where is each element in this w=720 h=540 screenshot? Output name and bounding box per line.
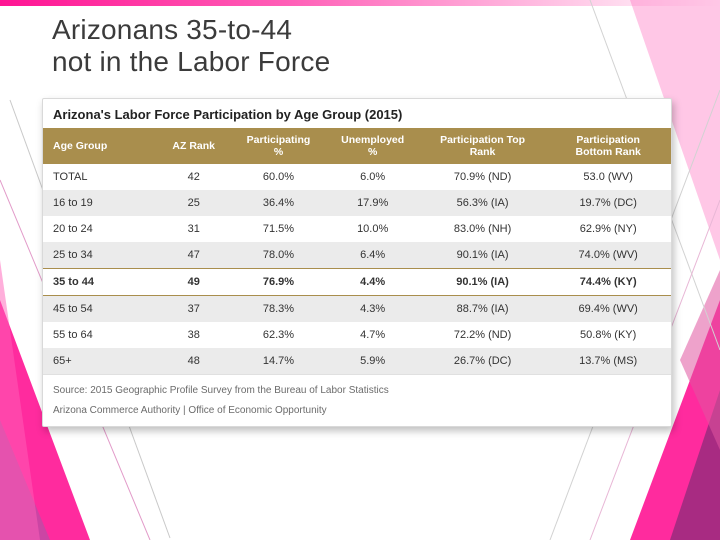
- table-cell: 4.4%: [326, 269, 420, 296]
- table-cell: 25: [156, 190, 231, 216]
- slide: Arizonans 35-to-44 not in the Labor Forc…: [0, 0, 720, 540]
- table-cell: 71.5%: [231, 216, 325, 242]
- table-cell: 6.4%: [326, 242, 420, 269]
- table-cell: 26.7% (DC): [420, 348, 546, 374]
- table-row: TOTAL4260.0%6.0%70.9% (ND)53.0 (WV): [43, 164, 671, 190]
- table-cell: 47: [156, 242, 231, 269]
- table-cell: 42: [156, 164, 231, 190]
- table-row: 25 to 344778.0%6.4%90.1% (IA)74.0% (WV): [43, 242, 671, 269]
- table-cell: 62.9% (NY): [545, 216, 671, 242]
- table-cell: 19.7% (DC): [545, 190, 671, 216]
- table-cell: 49: [156, 269, 231, 296]
- table-cell: 90.1% (IA): [420, 242, 546, 269]
- table-cell: 74.4% (KY): [545, 269, 671, 296]
- table-cell: 90.1% (IA): [420, 269, 546, 296]
- table-row: 16 to 192536.4%17.9%56.3% (IA)19.7% (DC): [43, 190, 671, 216]
- column-header: Participation TopRank: [420, 128, 546, 164]
- table-cell: 37: [156, 296, 231, 323]
- table-source: Source: 2015 Geographic Profile Survey f…: [43, 374, 671, 401]
- table-cell: 16 to 19: [43, 190, 156, 216]
- table-cell: 69.4% (WV): [545, 296, 671, 323]
- table-cell: 35 to 44: [43, 269, 156, 296]
- table-row: 65+4814.7%5.9%26.7% (DC)13.7% (MS): [43, 348, 671, 374]
- table-cell: 48: [156, 348, 231, 374]
- table-cell: 20 to 24: [43, 216, 156, 242]
- table-cell: 25 to 34: [43, 242, 156, 269]
- top-gradient-bar: [0, 0, 720, 6]
- table-cell: 88.7% (IA): [420, 296, 546, 323]
- table-heading: Arizona's Labor Force Participation by A…: [43, 99, 671, 128]
- column-header: Age Group: [43, 128, 156, 164]
- table-cell: 14.7%: [231, 348, 325, 374]
- table-cell: 56.3% (IA): [420, 190, 546, 216]
- table-row: 20 to 243171.5%10.0%83.0% (NH)62.9% (NY): [43, 216, 671, 242]
- table-row: 55 to 643862.3%4.7%72.2% (ND)50.8% (KY): [43, 322, 671, 348]
- table-cell: 65+: [43, 348, 156, 374]
- table-cell: 70.9% (ND): [420, 164, 546, 190]
- labor-force-table: Age GroupAZ RankParticipating%Unemployed…: [43, 128, 671, 374]
- table-cell: 83.0% (NH): [420, 216, 546, 242]
- table-cell: 5.9%: [326, 348, 420, 374]
- table-cell: 36.4%: [231, 190, 325, 216]
- table-cell: 74.0% (WV): [545, 242, 671, 269]
- table-row: 35 to 444976.9%4.4%90.1% (IA)74.4% (KY): [43, 269, 671, 296]
- column-header: Participating%: [231, 128, 325, 164]
- table-cell: 60.0%: [231, 164, 325, 190]
- table-row: 45 to 543778.3%4.3%88.7% (IA)69.4% (WV): [43, 296, 671, 323]
- table-cell: 4.3%: [326, 296, 420, 323]
- table-cell: 50.8% (KY): [545, 322, 671, 348]
- table-cell: 53.0 (WV): [545, 164, 671, 190]
- table-cell: 31: [156, 216, 231, 242]
- table-cell: 13.7% (MS): [545, 348, 671, 374]
- table-body: TOTAL4260.0%6.0%70.9% (ND)53.0 (WV)16 to…: [43, 164, 671, 374]
- title-line-1: Arizonans 35-to-44: [52, 14, 292, 45]
- table-cell: 55 to 64: [43, 322, 156, 348]
- title-line-2: not in the Labor Force: [52, 46, 330, 77]
- column-header: Unemployed%: [326, 128, 420, 164]
- table-footer-org: Arizona Commerce Authority | Office of E…: [43, 401, 671, 426]
- table-cell: 4.7%: [326, 322, 420, 348]
- table-cell: TOTAL: [43, 164, 156, 190]
- slide-title: Arizonans 35-to-44 not in the Labor Forc…: [52, 14, 330, 78]
- table-cell: 6.0%: [326, 164, 420, 190]
- table-cell: 72.2% (ND): [420, 322, 546, 348]
- table-card: Arizona's Labor Force Participation by A…: [42, 98, 672, 427]
- table-cell: 45 to 54: [43, 296, 156, 323]
- table-cell: 38: [156, 322, 231, 348]
- table-cell: 78.0%: [231, 242, 325, 269]
- table-cell: 76.9%: [231, 269, 325, 296]
- column-header: ParticipationBottom Rank: [545, 128, 671, 164]
- table-cell: 10.0%: [326, 216, 420, 242]
- table-cell: 78.3%: [231, 296, 325, 323]
- table-head: Age GroupAZ RankParticipating%Unemployed…: [43, 128, 671, 164]
- table-cell: 62.3%: [231, 322, 325, 348]
- table-cell: 17.9%: [326, 190, 420, 216]
- column-header: AZ Rank: [156, 128, 231, 164]
